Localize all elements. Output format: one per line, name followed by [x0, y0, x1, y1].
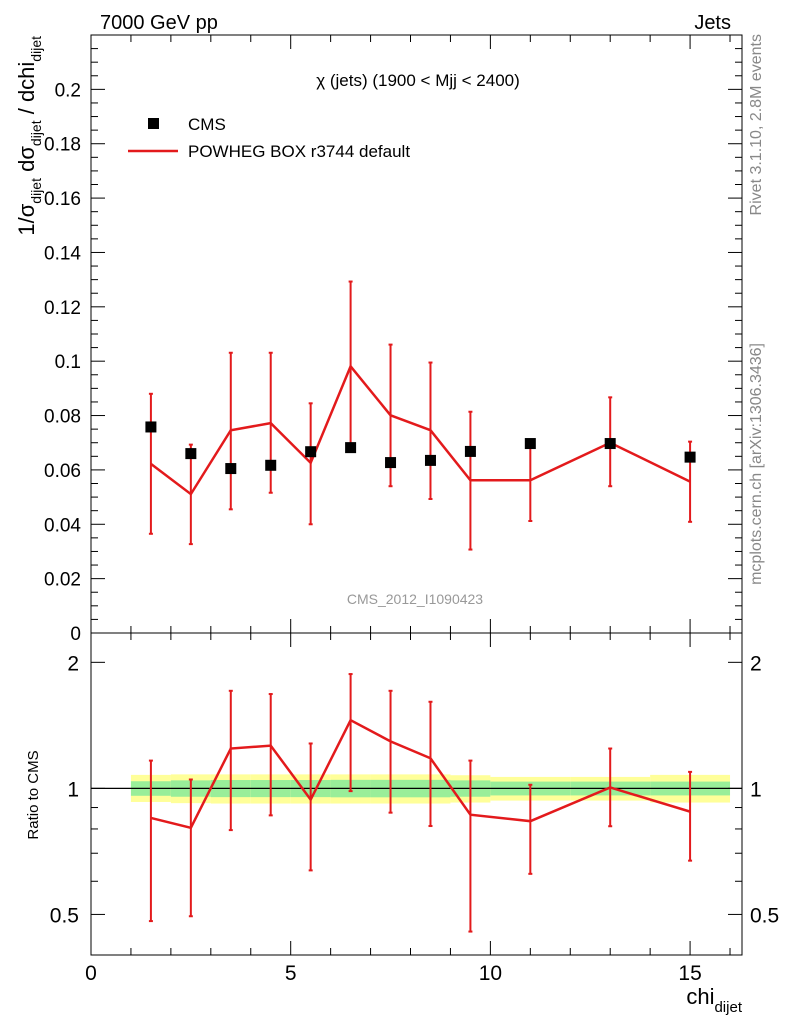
- cms-data-point: [305, 446, 317, 458]
- main-panel: 00.020.040.060.080.10.120.140.160.180.2 …: [14, 34, 743, 645]
- y-tick-label: 0.06: [44, 461, 81, 482]
- cms-data-point: [684, 451, 696, 463]
- ratio-panel: 0.5 0.5 1 1 2 2 0 5 10 15 Ratio to CMS chidijet: [25, 632, 779, 1016]
- x-tick-label: 15: [678, 962, 701, 985]
- ratio-y-tick-label-right: 0.5: [750, 904, 779, 927]
- legend-cms-label: CMS: [188, 115, 226, 134]
- ratio-y-tick-label-left: 1: [67, 778, 79, 801]
- y-tick-label: 0.16: [44, 189, 81, 210]
- header-left-label: 7000 GeV pp: [100, 12, 218, 34]
- y-tick-label: 0.18: [44, 135, 81, 156]
- legend: CMS POWHEG BOX r3744 default: [128, 115, 410, 161]
- cms-data-point: [385, 457, 397, 469]
- cms-data-point: [464, 445, 476, 457]
- y-tick-label: 0.02: [44, 570, 81, 591]
- y-tick-label: 0: [70, 624, 81, 645]
- ratio-y-tick-label-right: 2: [750, 652, 762, 675]
- cms-data-point: [225, 463, 237, 475]
- x-axis-label: chidijet: [686, 984, 742, 1016]
- mcplots-reference-label: mcplots.cern.ch [arXiv:1306.3436]: [748, 343, 765, 585]
- plot-title: χ (jets) (1900 < Mjj < 2400): [316, 71, 520, 90]
- cms-data-point: [145, 421, 157, 433]
- y-tick-label: 0.2: [55, 80, 81, 101]
- ratio-y-tick-label-left: 0.5: [50, 904, 79, 927]
- y-tick-label: 0.1: [55, 352, 81, 373]
- cms-data-point: [265, 459, 277, 471]
- ratio-mc-line: [150, 718, 691, 830]
- x-tick-label: 0: [85, 962, 97, 985]
- cms-data-point: [524, 438, 536, 450]
- cms-data-point: [424, 454, 436, 466]
- y-axis-label: 1/σdijet dσdijet / dchidijet: [14, 36, 44, 236]
- y-tick-label: 0.08: [44, 407, 81, 428]
- cms-data-point: [345, 442, 357, 454]
- mc-line: [150, 363, 691, 496]
- cms-data-point: [185, 448, 197, 460]
- y-tick-label: 0.14: [44, 243, 81, 264]
- ratio-y-tick-label-right: 1: [750, 778, 762, 801]
- x-tick-label: 5: [285, 962, 297, 985]
- cms-data-point: [604, 438, 616, 450]
- legend-cms-marker: [148, 118, 159, 129]
- legend-mc-label: POWHEG BOX r3744 default: [188, 142, 410, 161]
- header-right-label: Jets: [694, 12, 731, 34]
- y-tick-label: 0.04: [44, 515, 81, 536]
- x-tick-label: 10: [479, 962, 502, 985]
- ratio-y-axis-label: Ratio to CMS: [25, 750, 42, 839]
- rivet-version-label: Rivet 3.1.10, 2.8M events: [748, 34, 765, 215]
- ratio-frame: [90, 632, 743, 956]
- y-tick-label: 0.12: [44, 298, 81, 319]
- analysis-watermark: CMS_2012_I1090423: [347, 591, 483, 607]
- ratio-y-tick-label-left: 2: [67, 652, 79, 675]
